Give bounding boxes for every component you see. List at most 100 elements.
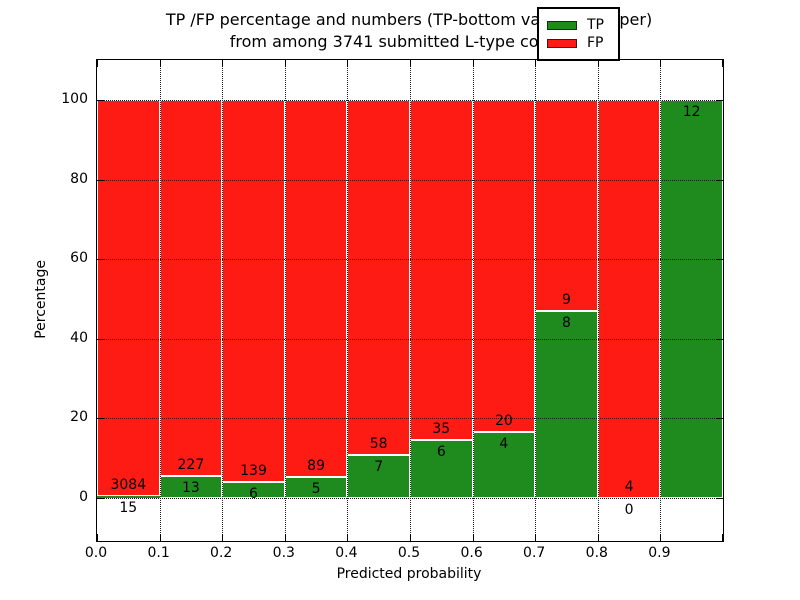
y-tick-mark	[97, 100, 104, 101]
y-tick-mark	[97, 179, 104, 181]
legend-label-tp: TP	[587, 17, 604, 33]
x-tick-mark	[410, 534, 411, 541]
v-gridline	[597, 60, 599, 541]
y-tick-mark	[97, 338, 104, 340]
x-tick-label: 0.7	[523, 545, 546, 561]
bar-segment-tp	[410, 439, 473, 498]
fp-count-label: 35	[432, 420, 451, 437]
y-tick-mark	[716, 259, 723, 261]
y-tick-label: 0	[79, 489, 88, 505]
tp-count-label: 4	[499, 435, 509, 452]
tp-count-label: 6	[436, 443, 446, 460]
tp-count-label: 12	[682, 104, 701, 120]
bar-segment-fp	[535, 100, 598, 311]
tp-count-label: 0	[624, 502, 634, 518]
y-tick-mark	[716, 338, 723, 340]
x-tick-mark	[410, 60, 411, 67]
chart-title: TP /FP percentage and numbers (TP-bottom…	[96, 9, 722, 53]
bar-segment-tp	[97, 496, 160, 498]
bar-segment-tp	[472, 431, 536, 498]
fp-count-label: 20	[494, 412, 513, 429]
x-tick-label: 0.6	[460, 545, 483, 561]
x-tick-mark	[597, 534, 599, 541]
x-tick-mark	[472, 534, 474, 541]
v-gridline	[347, 60, 349, 541]
y-tick-label: 40	[70, 329, 88, 346]
legend: TP FP	[537, 7, 620, 61]
y-tick-mark	[716, 418, 723, 420]
x-tick-mark	[535, 60, 537, 67]
x-tick-label: 0.4	[335, 545, 358, 561]
y-axis-label: Percentage	[33, 260, 49, 339]
legend-item-tp: TP	[547, 17, 610, 33]
fp-count-label: 89	[307, 457, 326, 474]
x-tick-mark	[159, 60, 161, 67]
x-tick-mark	[660, 534, 662, 541]
x-tick-mark	[347, 534, 349, 541]
y-tick-mark	[97, 498, 104, 499]
v-gridline	[472, 60, 474, 541]
fp-count-label: 58	[369, 436, 388, 453]
bar-segment-fp	[222, 100, 285, 482]
bar-segment-tp	[660, 100, 723, 498]
y-tick-label: 100	[61, 91, 88, 107]
chart-title-line2: from among 3741 submitted L-type contact…	[229, 32, 589, 51]
v-gridline	[222, 60, 224, 541]
x-tick-mark	[472, 60, 474, 67]
fp-swatch-icon	[547, 38, 577, 48]
tp-count-label: 8	[562, 314, 571, 331]
x-tick-label: 0.5	[397, 545, 421, 561]
fp-count-label: 9	[562, 291, 571, 308]
x-tick-mark	[97, 60, 98, 67]
v-gridline	[660, 60, 662, 541]
x-tick-mark	[597, 60, 599, 67]
y-tick-label: 60	[70, 250, 88, 267]
x-tick-label: 0.8	[585, 545, 608, 561]
x-tick-mark	[97, 534, 98, 541]
bar-segment-fp	[159, 100, 223, 477]
v-gridline	[284, 60, 286, 541]
tp-count-label: 13	[181, 480, 200, 497]
tp-count-label: 15	[119, 500, 138, 517]
y-tick-mark	[716, 498, 723, 499]
x-tick-mark	[284, 60, 286, 67]
y-tick-mark	[716, 179, 723, 181]
fp-count-label: 4	[624, 479, 634, 495]
x-tick-mark	[722, 60, 723, 67]
tp-count-label: 6	[249, 485, 258, 502]
x-tick-mark	[722, 534, 723, 541]
x-tick-mark	[222, 60, 224, 67]
y-tick-mark	[97, 259, 104, 261]
x-tick-label: 0.0	[84, 545, 108, 561]
y-tick-label: 80	[70, 170, 88, 187]
v-gridline	[159, 60, 161, 541]
x-tick-mark	[347, 60, 349, 67]
x-tick-label: 0.2	[210, 545, 233, 561]
tp-count-label: 5	[311, 480, 321, 497]
x-tick-label: 0.1	[147, 545, 170, 561]
bar-segment-fp	[410, 100, 473, 440]
bar-segment-fp	[347, 100, 410, 456]
y-tick-mark	[716, 100, 723, 101]
x-tick-label: 0.9	[648, 545, 671, 561]
x-tick-mark	[660, 60, 662, 67]
tp-swatch-icon	[547, 20, 577, 30]
y-tick-label: 20	[70, 409, 88, 426]
bar-segment-fp	[472, 100, 536, 432]
legend-item-fp: FP	[547, 35, 610, 51]
v-gridline	[535, 60, 537, 541]
v-gridline	[410, 60, 411, 541]
x-tick-mark	[222, 534, 224, 541]
y-tick-mark	[97, 418, 104, 420]
x-tick-mark	[535, 534, 537, 541]
x-axis-label: Predicted probability	[336, 566, 482, 582]
tp-count-label: 7	[374, 459, 384, 476]
fp-count-label: 3084	[110, 477, 147, 494]
fp-count-label: 139	[240, 462, 267, 479]
x-tick-label: 0.3	[272, 545, 295, 561]
bar-segment-fp	[284, 100, 348, 477]
x-tick-mark	[159, 534, 161, 541]
fp-count-label: 227	[177, 457, 205, 474]
chart-title-line1: TP /FP percentage and numbers (TP-bottom…	[165, 10, 653, 29]
